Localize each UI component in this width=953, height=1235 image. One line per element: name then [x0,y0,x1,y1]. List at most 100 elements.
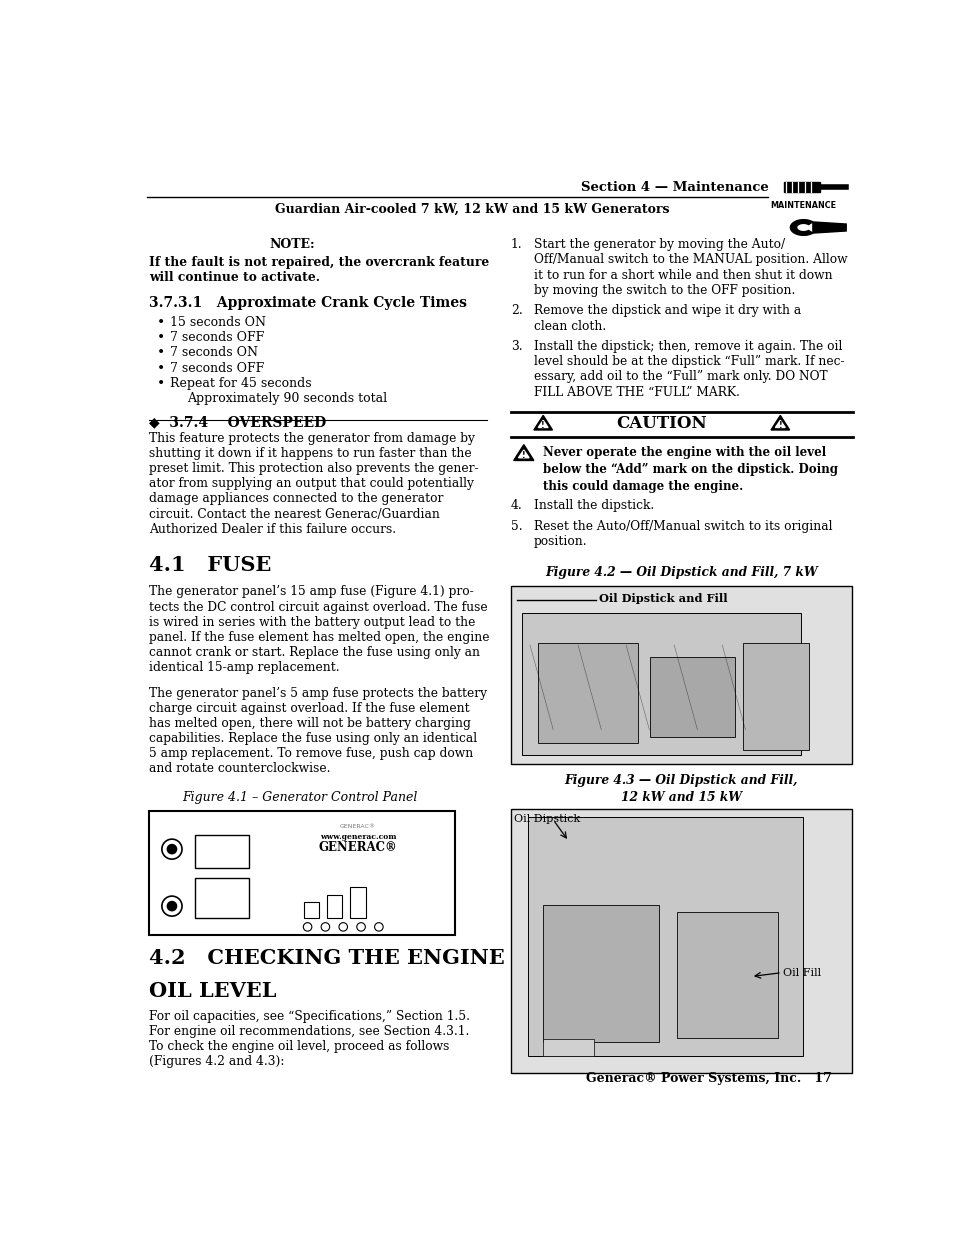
Circle shape [167,845,176,853]
Text: Oil Dipstick: Oil Dipstick [514,814,580,824]
Text: The generator panel’s 5 amp fuse protects the battery: The generator panel’s 5 amp fuse protect… [149,687,486,699]
Bar [327,894,342,918]
Text: 4.2   CHECKING THE ENGINE: 4.2 CHECKING THE ENGINE [149,947,504,968]
Bar [510,809,851,1073]
Text: •: • [156,377,165,390]
Bar [510,585,851,764]
Text: capabilities. Replace the fuse using only an identical: capabilities. Replace the fuse using onl… [149,732,476,745]
Text: charge circuit against overload. If the fuse element: charge circuit against overload. If the … [149,701,469,715]
Polygon shape [534,415,552,430]
Bar [527,816,802,1056]
Text: Off/Manual switch to the MANUAL position. Allow: Off/Manual switch to the MANUAL position… [534,253,846,267]
Text: Start the generator by moving the Auto/: Start the generator by moving the Auto/ [534,238,784,251]
Text: Repeat for 45 seconds: Repeat for 45 seconds [171,377,312,390]
Text: CAUTION: CAUTION [616,415,706,432]
Text: Oil Fill: Oil Fill [782,968,821,978]
Bar [742,642,808,751]
Text: will continue to activate.: will continue to activate. [149,272,319,284]
Text: tects the DC control circuit against overload. The fuse: tects the DC control circuit against ove… [149,600,487,614]
Text: Figure 4.3 — Oil Dipstick and Fill,: Figure 4.3 — Oil Dipstick and Fill, [564,773,797,787]
Text: shutting it down if it happens to run faster than the: shutting it down if it happens to run fa… [149,447,471,459]
Text: position.: position. [534,535,587,548]
Text: ator from supplying an output that could potentially: ator from supplying an output that could… [149,477,473,490]
Polygon shape [517,450,529,458]
Polygon shape [790,220,812,236]
Text: it to run for a short while and then shut it down: it to run for a short while and then shu… [534,269,832,282]
Bar [677,911,778,1039]
Bar [195,835,249,868]
Bar [542,1039,593,1056]
Text: Generac® Power Systems, Inc.   17: Generac® Power Systems, Inc. 17 [585,1072,831,1086]
Text: clean cloth.: clean cloth. [534,320,605,332]
Text: identical 15-amp replacement.: identical 15-amp replacement. [149,661,339,674]
Text: 2.: 2. [510,304,522,317]
Bar [195,878,249,918]
Text: 4.: 4. [510,499,522,513]
Text: Reset the Auto/Off/Manual switch to its original: Reset the Auto/Off/Manual switch to its … [534,520,832,534]
Text: Remove the dipstick and wipe it dry with a: Remove the dipstick and wipe it dry with… [534,304,801,317]
Text: Authorized Dealer if this failure occurs.: Authorized Dealer if this failure occurs… [149,522,395,536]
Text: •: • [156,362,165,375]
Text: NOTE:: NOTE: [269,238,314,251]
Text: 15 seconds ON: 15 seconds ON [171,316,266,330]
Text: !: ! [521,451,525,459]
Bar [149,810,455,935]
Text: 4.1   FUSE: 4.1 FUSE [149,555,271,576]
Text: has melted open, there will not be battery charging: has melted open, there will not be batte… [149,716,470,730]
Text: Approximately 90 seconds total: Approximately 90 seconds total [187,391,387,405]
Text: panel. If the fuse element has melted open, the engine: panel. If the fuse element has melted op… [149,631,489,643]
Bar [649,657,735,737]
Polygon shape [812,222,845,233]
Bar [783,182,819,193]
Text: 7 seconds OFF: 7 seconds OFF [171,362,264,374]
Text: Figure 4.2 — Oil Dipstick and Fill, 7 kW: Figure 4.2 — Oil Dipstick and Fill, 7 kW [544,567,817,579]
Polygon shape [775,420,784,427]
Text: For engine oil recommendations, see Section 4.3.1.: For engine oil recommendations, see Sect… [149,1025,469,1037]
Text: essary, add oil to the “Full” mark only. DO NOT: essary, add oil to the “Full” mark only.… [534,370,826,383]
Text: 12 kW and 15 kW: 12 kW and 15 kW [620,790,740,804]
Text: Install the dipstick; then, remove it again. The oil: Install the dipstick; then, remove it ag… [534,340,841,353]
Text: www.generac.com: www.generac.com [319,834,395,841]
Text: For oil capacities, see “Specifications,” Section 1.5.: For oil capacities, see “Specifications,… [149,1009,469,1023]
Text: 5 amp replacement. To remove fuse, push cap down: 5 amp replacement. To remove fuse, push … [149,747,473,761]
Text: 1.: 1. [510,238,521,251]
Text: Section 4 — Maintenance: Section 4 — Maintenance [580,180,768,194]
Text: (Figures 4.2 and 4.3):: (Figures 4.2 and 4.3): [149,1055,284,1068]
Circle shape [167,902,176,910]
Text: Figure 4.1 – Generator Control Panel: Figure 4.1 – Generator Control Panel [182,792,417,804]
Polygon shape [513,445,534,461]
Text: 7 seconds ON: 7 seconds ON [171,347,258,359]
Text: !: ! [540,420,544,430]
Text: •: • [156,347,165,361]
Circle shape [162,897,182,916]
Text: Oil Dipstick and Fill: Oil Dipstick and Fill [598,593,727,604]
Text: OIL LEVEL: OIL LEVEL [149,981,276,1000]
Circle shape [303,923,312,931]
Text: FILL ABOVE THE “FULL” MARK.: FILL ABOVE THE “FULL” MARK. [534,385,739,399]
Text: 3.: 3. [510,340,521,353]
Text: ◆  3.7.4    OVERSPEED: ◆ 3.7.4 OVERSPEED [149,415,326,429]
Circle shape [356,923,365,931]
Text: Guardian Air-cooled 7 kW, 12 kW and 15 kW Generators: Guardian Air-cooled 7 kW, 12 kW and 15 k… [274,203,668,216]
Bar [542,905,659,1042]
Text: If the fault is not repaired, the overcrank feature: If the fault is not repaired, the overcr… [149,256,489,269]
Circle shape [321,923,330,931]
Bar [350,887,365,918]
Circle shape [162,839,182,860]
Text: MAINTENANCE: MAINTENANCE [770,201,836,210]
Text: is wired in series with the battery output lead to the: is wired in series with the battery outp… [149,616,475,629]
Text: preset limit. This protection also prevents the gener-: preset limit. This protection also preve… [149,462,477,475]
Text: and rotate counterclockwise.: and rotate counterclockwise. [149,762,330,776]
Circle shape [338,923,347,931]
Text: Install the dipstick.: Install the dipstick. [534,499,654,513]
Circle shape [375,923,383,931]
Polygon shape [770,415,789,430]
Bar [537,642,638,742]
Bar [521,613,801,755]
Text: Never operate the engine with the oil level
below the “Add” mark on the dipstick: Never operate the engine with the oil le… [542,446,838,493]
Text: damage appliances connected to the generator: damage appliances connected to the gener… [149,493,442,505]
Text: •: • [156,331,165,346]
Bar [303,903,319,918]
Text: cannot crank or start. Replace the fuse using only an: cannot crank or start. Replace the fuse … [149,646,479,659]
Text: !: ! [778,420,781,430]
